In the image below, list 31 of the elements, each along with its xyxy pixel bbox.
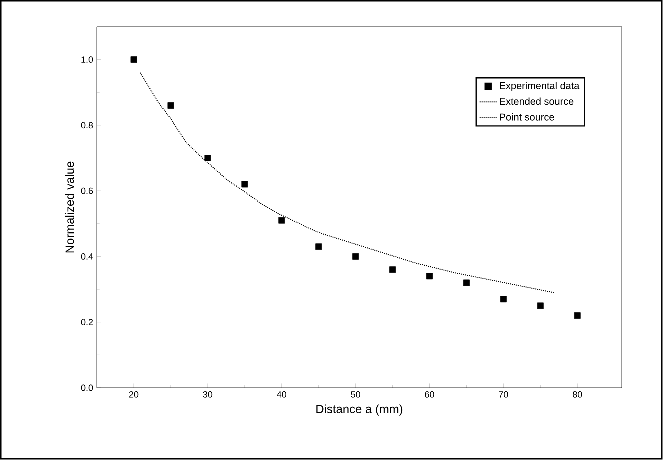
y-tick-label: 0.8 [81, 122, 94, 129]
y-tick-label: 1.0 [82, 56, 94, 63]
x-tick-label: 80 [573, 392, 582, 398]
y-tick-label: 0.6 [81, 188, 94, 194]
y-axis-title: Normalized value [65, 162, 74, 253]
point [204, 155, 212, 162]
y-tick-label: 0.2 [81, 319, 94, 326]
point [278, 217, 286, 224]
point [464, 280, 470, 286]
point [500, 296, 507, 303]
x-tick-label: 60 [425, 392, 434, 398]
y-tick-label: 0.0 [81, 384, 94, 392]
point [574, 312, 581, 319]
legend-label: Experimental data [500, 82, 580, 92]
point [168, 102, 174, 109]
point [352, 254, 360, 260]
point [426, 273, 433, 280]
y-tick-label: 0.4 [81, 254, 94, 260]
point [390, 266, 396, 274]
legend-label: Extended source [500, 98, 574, 106]
point [242, 181, 248, 188]
x-tick-label: 70 [499, 392, 508, 398]
point [316, 244, 322, 250]
legend-label: Point source [500, 114, 554, 121]
x-tick-label: 40 [277, 392, 287, 398]
x-tick-label: 50 [351, 392, 360, 398]
point [537, 302, 544, 310]
x-tick-label: 20 [129, 392, 139, 398]
x-axis-title: Distance a (mm) [316, 404, 403, 416]
point [130, 56, 138, 64]
x-tick-label: 30 [203, 392, 213, 398]
